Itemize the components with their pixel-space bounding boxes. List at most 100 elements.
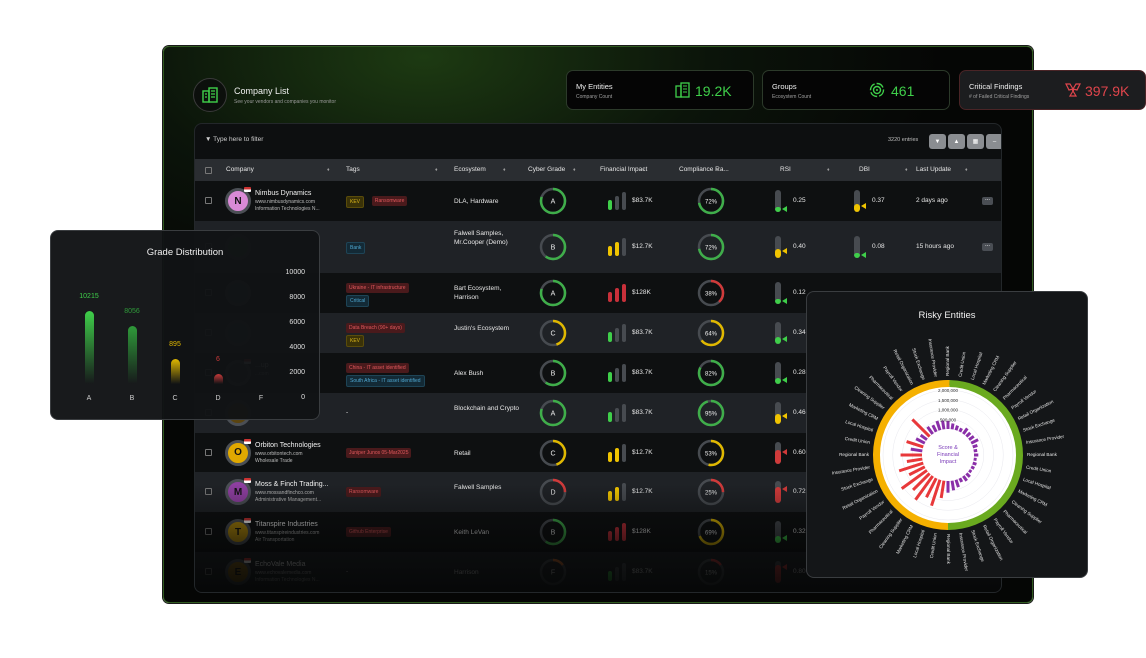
rsi-gauge <box>775 282 781 304</box>
company-url[interactable]: www.echovalemedia.com <box>255 570 312 576</box>
bar[interactable] <box>170 359 180 384</box>
radial-bar[interactable] <box>919 433 928 441</box>
tag-badge[interactable]: Ransomware <box>371 196 408 206</box>
company-url[interactable]: www.nimbusdynamics.com <box>255 199 316 205</box>
sort-icon[interactable]: ♦ <box>503 167 506 173</box>
company-url[interactable]: www.mossandfinchco.com <box>255 490 314 496</box>
radial-bar[interactable] <box>906 440 924 449</box>
company-name[interactable]: Titanspire Industries <box>255 521 318 528</box>
radial-bar[interactable] <box>941 420 946 430</box>
radial-bar[interactable] <box>972 444 978 449</box>
row-checkbox[interactable] <box>205 448 212 456</box>
radial-bar[interactable] <box>926 425 934 435</box>
column-header[interactable]: Compliance Ra... <box>679 166 729 173</box>
column-header[interactable]: Last Update <box>916 166 952 173</box>
radial-bar[interactable] <box>968 435 975 441</box>
table-row[interactable]: N Nimbus Dynamics www.nimbusdynamics.com In… <box>195 181 1001 221</box>
company-url[interactable]: www.orbitontech.com <box>255 450 303 457</box>
sort-icon[interactable]: ♦ <box>827 167 830 173</box>
column-header[interactable]: Ecosystem <box>454 166 486 173</box>
sort-icon[interactable]: ♦ <box>905 167 908 173</box>
radial-bar[interactable] <box>915 437 926 445</box>
company-url[interactable]: www.titanspireindustries.com <box>255 530 320 536</box>
radial-bar[interactable] <box>965 431 972 438</box>
category-label: Insurance Provider <box>831 465 870 476</box>
bar[interactable] <box>213 374 223 384</box>
filter-input[interactable]: ▼ Type here to filter <box>205 136 263 143</box>
column-header[interactable]: Tags <box>346 166 360 173</box>
radial-bar[interactable] <box>911 418 931 438</box>
tag-badge[interactable]: KEV <box>346 196 365 208</box>
radial-bar[interactable] <box>939 480 946 499</box>
tag-badge[interactable]: Data Breach (90+ days) <box>346 323 405 333</box>
radial-bar[interactable] <box>968 469 973 474</box>
row-checkbox[interactable] <box>205 197 212 204</box>
sort-icon[interactable]: ♦ <box>327 167 330 173</box>
radial-bar[interactable] <box>900 469 928 490</box>
radial-bar[interactable] <box>970 465 975 470</box>
column-header[interactable]: DBI <box>859 166 870 173</box>
company-name[interactable]: EchoVale Media <box>255 561 306 568</box>
row-checkbox[interactable] <box>205 488 212 495</box>
radial-bar[interactable] <box>910 447 923 453</box>
radial-bar[interactable] <box>914 475 934 501</box>
tag-badge[interactable]: Ransomware <box>346 487 382 497</box>
radial-bar[interactable] <box>930 479 942 507</box>
column-header[interactable]: RSI <box>780 166 791 173</box>
select-all-checkbox[interactable] <box>205 167 212 174</box>
radial-bar[interactable] <box>965 472 971 478</box>
compliance-ring-label: 72% <box>705 246 718 252</box>
sort-icon[interactable]: ♦ <box>435 167 438 173</box>
row-checkbox[interactable] <box>205 528 212 535</box>
radial-bar[interactable] <box>931 424 938 433</box>
tag-badge[interactable]: KEV <box>346 335 365 347</box>
more-button[interactable]: – <box>986 134 1001 149</box>
sort-icon[interactable]: ♦ <box>965 167 968 173</box>
row-actions-button[interactable]: ... <box>982 196 993 205</box>
company-name[interactable]: Orbiton Technologies <box>255 441 321 449</box>
radial-bar[interactable] <box>954 479 960 488</box>
column-header[interactable]: Company <box>226 166 254 173</box>
company-name[interactable]: Moss & Finch Trading... <box>255 481 329 488</box>
filter-button[interactable]: ▼ <box>929 134 946 149</box>
tag-badge[interactable]: Bank <box>346 242 366 254</box>
tag-badge[interactable]: China - IT asset identified <box>346 363 409 373</box>
stat-groups[interactable]: Groups Ecosystem Count 461 <box>762 70 950 110</box>
sort-icon[interactable]: ♦ <box>642 167 645 173</box>
tag-badge[interactable]: Juniper Junos 05-Mar2025 <box>346 447 412 458</box>
radial-bar[interactable] <box>972 461 977 466</box>
columns-button[interactable]: ▦ <box>967 134 984 149</box>
radial-bar[interactable] <box>954 425 959 431</box>
company-name[interactable]: Nimbus Dynamics <box>255 190 312 197</box>
row-checkbox[interactable] <box>205 568 212 575</box>
bar[interactable] <box>84 311 94 384</box>
radial-bar[interactable] <box>958 427 963 433</box>
column-header[interactable]: Cyber Grade <box>528 166 566 173</box>
column-header[interactable]: Financial Impact <box>600 166 648 173</box>
sort-icon[interactable]: ♦ <box>716 167 719 173</box>
radial-bar[interactable] <box>962 475 968 482</box>
radial-bar[interactable] <box>950 480 956 491</box>
tag-badge[interactable]: Critical <box>346 295 370 307</box>
sort-icon[interactable]: ♦ <box>573 167 576 173</box>
tag-badge[interactable]: Github Enterprise <box>346 527 391 537</box>
radial-bar[interactable] <box>906 457 923 463</box>
radial-bar[interactable] <box>970 438 979 445</box>
radial-bar[interactable] <box>958 477 964 483</box>
flag-icon <box>244 187 251 192</box>
radial-bar[interactable] <box>973 448 978 453</box>
bar[interactable] <box>127 326 137 384</box>
radial-bar[interactable] <box>912 472 931 491</box>
stat-critical-findings[interactable]: Critical Findings # of Failed Critical F… <box>959 70 1146 110</box>
radial-bar[interactable] <box>898 461 924 473</box>
stat-my-entities[interactable]: My Entities Company Count 19.2K <box>566 70 754 110</box>
upload-button[interactable]: ▲ <box>948 134 965 149</box>
radial-bar[interactable] <box>962 427 969 435</box>
row-actions-button[interactable]: ... <box>982 242 993 251</box>
radial-bar[interactable] <box>935 420 942 431</box>
radial-bar[interactable] <box>908 465 926 477</box>
tag-badge[interactable]: South Africa - IT asset identified <box>346 375 425 387</box>
tag-badge[interactable]: Ukraine - IT infrastructure <box>346 283 409 293</box>
radial-bar[interactable] <box>925 477 938 498</box>
radial-bar[interactable] <box>950 423 955 430</box>
